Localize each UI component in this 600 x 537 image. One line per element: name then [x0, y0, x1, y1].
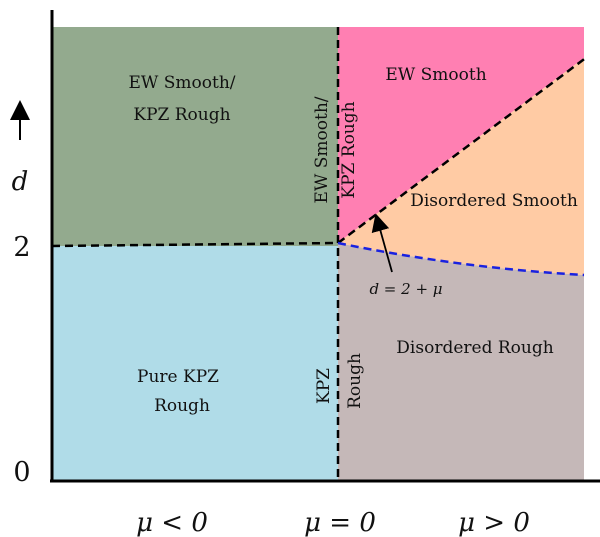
label-ew-smooth: EW Smooth [385, 65, 486, 85]
x-label-mu-positive: μ > 0 [458, 508, 530, 537]
y-tick-2: 2 [13, 232, 30, 263]
boundary-disorder-curve [337, 241, 585, 277]
label-disordered-smooth: Disordered Smooth [410, 191, 578, 211]
label-pure-kpz-line2: Rough [154, 396, 210, 416]
label-kpz-rough-center-line2: Rough [345, 353, 365, 409]
y-axis-label: d [12, 167, 29, 197]
label-pure-kpz-line1: Pure KPZ [137, 367, 219, 387]
x-label-mu-negative: μ < 0 [136, 508, 208, 537]
boundary-horizontal-d2 [51, 241, 339, 248]
annotation-arrow-icon [371, 213, 393, 273]
region-disordered-smooth [338, 58, 584, 275]
region-ew-smooth-kpz-rough-left [52, 27, 338, 246]
label-kpz-rough-center-line1: KPZ [314, 368, 334, 404]
y-tick-0: 0 [13, 457, 30, 488]
label-ew-kpz-center-line2: KPZ Rough [339, 101, 359, 198]
region-disordered-rough [338, 243, 584, 480]
annotation-d-equals-2-plus-mu: d = 2 + μ [369, 280, 442, 298]
label-ew-kpz-center-line1: EW Smooth/ [312, 96, 332, 203]
label-disordered-rough: Disordered Rough [396, 338, 553, 358]
region-ew-smooth [338, 27, 584, 243]
label-ew-kpz-left-line2: KPZ Rough [133, 105, 230, 125]
label-ew-kpz-left-line1: EW Smooth/ [128, 73, 235, 93]
x-label-mu-zero: μ = 0 [304, 508, 376, 537]
region-pure-kpz-rough [52, 246, 338, 480]
